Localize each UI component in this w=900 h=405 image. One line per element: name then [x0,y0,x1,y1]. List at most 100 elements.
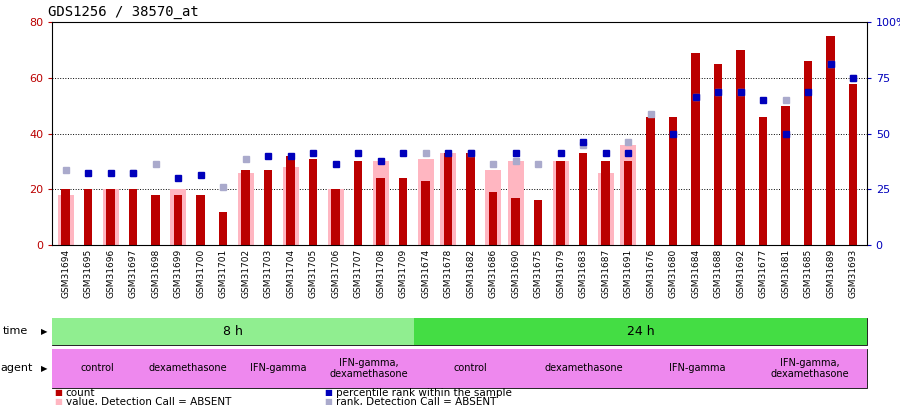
Bar [444,153,453,245]
Text: rank, Detection Call = ABSENT: rank, Detection Call = ABSENT [336,397,496,405]
Bar [283,167,299,245]
Text: dexamethasone: dexamethasone [148,363,228,373]
Text: ■: ■ [54,397,62,405]
Text: count: count [66,388,95,398]
Text: 8 h: 8 h [223,325,243,338]
Text: GSM31694: GSM31694 [61,248,70,298]
Bar [399,178,408,245]
Text: GSM31684: GSM31684 [691,248,700,298]
Text: ■: ■ [54,388,62,397]
Bar [641,349,753,388]
Text: GSM31707: GSM31707 [354,248,363,298]
Bar [714,64,723,245]
Bar [309,159,318,245]
Text: value, Detection Call = ABSENT: value, Detection Call = ABSENT [66,397,231,405]
Text: GSM31674: GSM31674 [421,248,430,298]
Bar [328,190,344,245]
Bar [759,117,768,245]
Bar [354,162,363,245]
Bar [376,178,385,245]
Text: GSM31675: GSM31675 [534,248,543,298]
Bar [129,190,138,245]
Text: GSM31702: GSM31702 [241,248,250,298]
Bar [534,200,543,245]
Text: GSM31705: GSM31705 [309,248,318,298]
Bar [804,61,813,245]
Bar [781,106,790,245]
Bar [826,36,835,245]
Text: GSM31704: GSM31704 [286,248,295,298]
Bar [598,173,614,245]
Bar [527,349,641,388]
Text: GSM31680: GSM31680 [669,248,678,298]
Text: IFN-gamma: IFN-gamma [250,363,307,373]
Bar [418,159,434,245]
Bar [233,349,324,388]
Text: GSM31679: GSM31679 [556,248,565,298]
Bar [219,211,228,245]
Text: ■: ■ [324,397,332,405]
Text: GSM31683: GSM31683 [579,248,588,298]
Text: GSM31699: GSM31699 [174,248,183,298]
Bar [485,170,501,245]
Bar [52,349,143,388]
Bar [691,53,700,245]
Text: ■: ■ [324,388,332,397]
Bar [52,318,414,345]
Text: GSM31697: GSM31697 [129,248,138,298]
Text: GSM31677: GSM31677 [759,248,768,298]
Bar [511,198,520,245]
Text: GSM31689: GSM31689 [826,248,835,298]
Bar [646,117,655,245]
Bar [324,349,414,388]
Text: GSM31692: GSM31692 [736,248,745,298]
Text: GSM31687: GSM31687 [601,248,610,298]
Text: GSM31703: GSM31703 [264,248,273,298]
Text: dexamethasone: dexamethasone [544,363,623,373]
Bar [170,190,186,245]
Bar [331,190,340,245]
Bar [620,145,636,245]
Text: agent: agent [0,363,32,373]
Bar [103,190,119,245]
Bar [489,192,498,245]
Bar [849,83,858,245]
Text: GSM31700: GSM31700 [196,248,205,298]
Bar [58,195,74,245]
Bar [421,181,430,245]
Bar [553,162,569,245]
Text: GSM31685: GSM31685 [804,248,813,298]
Bar [238,173,254,245]
Text: GSM31706: GSM31706 [331,248,340,298]
Text: GSM31691: GSM31691 [624,248,633,298]
Bar [579,153,588,245]
Text: IFN-gamma: IFN-gamma [669,363,725,373]
Bar [414,349,527,388]
Text: GSM31682: GSM31682 [466,248,475,298]
Bar [440,153,456,245]
Bar [143,349,233,388]
Bar [241,170,250,245]
Bar [264,170,273,245]
Text: IFN-gamma,
dexamethasone: IFN-gamma, dexamethasone [329,358,409,379]
Bar [669,117,678,245]
Bar [106,190,115,245]
Bar [753,349,867,388]
Text: control: control [454,363,488,373]
Text: control: control [81,363,114,373]
Bar [61,190,70,245]
Text: GSM31686: GSM31686 [489,248,498,298]
Text: time: time [3,326,28,336]
Bar [373,162,389,245]
Text: percentile rank within the sample: percentile rank within the sample [336,388,511,398]
Text: GSM31676: GSM31676 [646,248,655,298]
Bar [466,153,475,245]
Text: IFN-gamma,
dexamethasone: IFN-gamma, dexamethasone [770,358,850,379]
Bar [508,162,524,245]
Bar [286,156,295,245]
Bar [624,162,633,245]
Text: GSM31688: GSM31688 [714,248,723,298]
Text: GDS1256 / 38570_at: GDS1256 / 38570_at [48,5,199,19]
Text: GSM31678: GSM31678 [444,248,453,298]
Text: ▶: ▶ [41,364,48,373]
